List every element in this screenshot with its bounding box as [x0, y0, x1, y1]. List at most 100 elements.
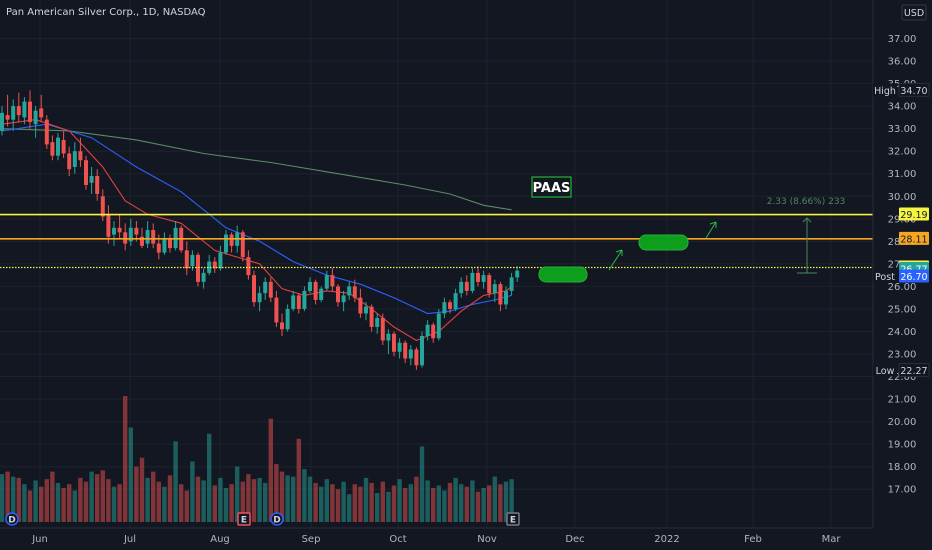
candle-body [56, 137, 60, 156]
volume-bar [302, 469, 307, 522]
volume-bar [5, 471, 10, 522]
candle-body [168, 239, 172, 249]
candle-body [336, 286, 340, 303]
horizontal-levels[interactable] [0, 213, 873, 269]
candle-body [341, 295, 346, 303]
currency-badge[interactable] [901, 4, 927, 21]
volume-bar [464, 486, 469, 522]
x-tick-label: Nov [477, 534, 497, 545]
candle-body [212, 261, 217, 269]
tag-value: 29.19 [900, 210, 927, 221]
price-tags: High34.7029.1928.1126.8426.77Post26.70Lo… [873, 82, 930, 377]
candle-body [268, 281, 273, 298]
volume-bar [33, 480, 38, 522]
candle-body [117, 227, 122, 233]
candle-body [128, 227, 133, 242]
candle-body [106, 214, 111, 237]
candle-body [347, 286, 352, 296]
candle-body [324, 275, 329, 289]
volume-bar [503, 481, 509, 522]
candle-body [380, 317, 385, 341]
event-label: E [241, 516, 247, 526]
volume-bar [425, 480, 430, 522]
y-tick-label: 30.00 [888, 192, 917, 203]
candle-body [487, 275, 492, 294]
y-tick-label: 33.00 [888, 124, 917, 135]
candle-body [257, 293, 262, 303]
candle-body [375, 317, 380, 327]
candle-body [246, 257, 251, 276]
volume-bar [83, 481, 89, 522]
volume-bar [386, 491, 391, 522]
volume-bar [408, 484, 413, 522]
tag-value-bg [898, 362, 930, 377]
volume-bar [447, 482, 453, 522]
volume-bar [251, 479, 257, 522]
volume-bar [22, 484, 27, 522]
volume-bar [296, 438, 301, 522]
volume-bar [212, 485, 217, 522]
pill-2 [638, 234, 689, 251]
candle-body [308, 281, 312, 291]
x-tick-label: Jun [31, 534, 48, 545]
candle-body [498, 284, 503, 305]
y-tick-label: 31.00 [888, 169, 917, 180]
time-axis[interactable]: Jun Jul Aug Sep Oct Nov Dec 2022 Feb Mar [31, 534, 841, 545]
candle-body [319, 288, 324, 300]
candle-body [44, 119, 49, 145]
candle-body [162, 239, 167, 253]
volume-bar [117, 484, 122, 522]
event-dividend-icon [5, 512, 19, 526]
candle-body [252, 275, 256, 303]
candle-body [459, 281, 464, 294]
x-tick-label: Aug [210, 534, 230, 545]
volume-bar [123, 396, 128, 522]
volume-bar [358, 486, 363, 522]
tag-label-bg [873, 83, 897, 97]
candle-body [397, 342, 402, 352]
volume-bar [274, 464, 279, 522]
volume-bar [498, 484, 503, 522]
candle-body [442, 302, 447, 314]
volume-bar [330, 484, 335, 522]
candle-body [420, 335, 424, 366]
volume-bar [89, 471, 94, 522]
candle-body [100, 196, 105, 217]
tag-value-bg [899, 207, 929, 221]
volume-bar [459, 484, 464, 522]
volume-bar [509, 479, 514, 522]
volume-bar [307, 476, 313, 522]
volume-bar [335, 489, 341, 522]
tag-value-bg [899, 231, 929, 245]
volume-bar [246, 474, 251, 522]
volume-bar [481, 487, 486, 522]
candle-body [330, 275, 335, 287]
candle-body [358, 297, 363, 314]
volume-bar [235, 466, 240, 522]
candle-body [448, 302, 452, 309]
measure-arrow-head [802, 217, 812, 223]
volume-bar [67, 484, 72, 522]
candle-body [11, 106, 16, 120]
candle-body [156, 243, 161, 253]
candle-body [464, 281, 469, 291]
candle-body [431, 324, 436, 339]
volume-bar [167, 475, 173, 522]
x-tick-label: 2022 [654, 534, 679, 545]
tag-label: Low [876, 366, 895, 377]
y-tick-label: 32.00 [888, 147, 917, 158]
y-tick-label: 23.00 [888, 350, 917, 361]
candle-body [425, 324, 430, 336]
volume-bar [391, 485, 397, 522]
x-tick-label: Mar [822, 534, 842, 545]
candle-body [61, 139, 66, 154]
candle-body [123, 232, 128, 244]
candle-body [5, 115, 10, 120]
volume-bar [229, 484, 234, 522]
candle-body [436, 313, 441, 339]
volume-bar [319, 486, 324, 522]
volume-bar [134, 466, 139, 522]
event-label: D [8, 516, 15, 526]
